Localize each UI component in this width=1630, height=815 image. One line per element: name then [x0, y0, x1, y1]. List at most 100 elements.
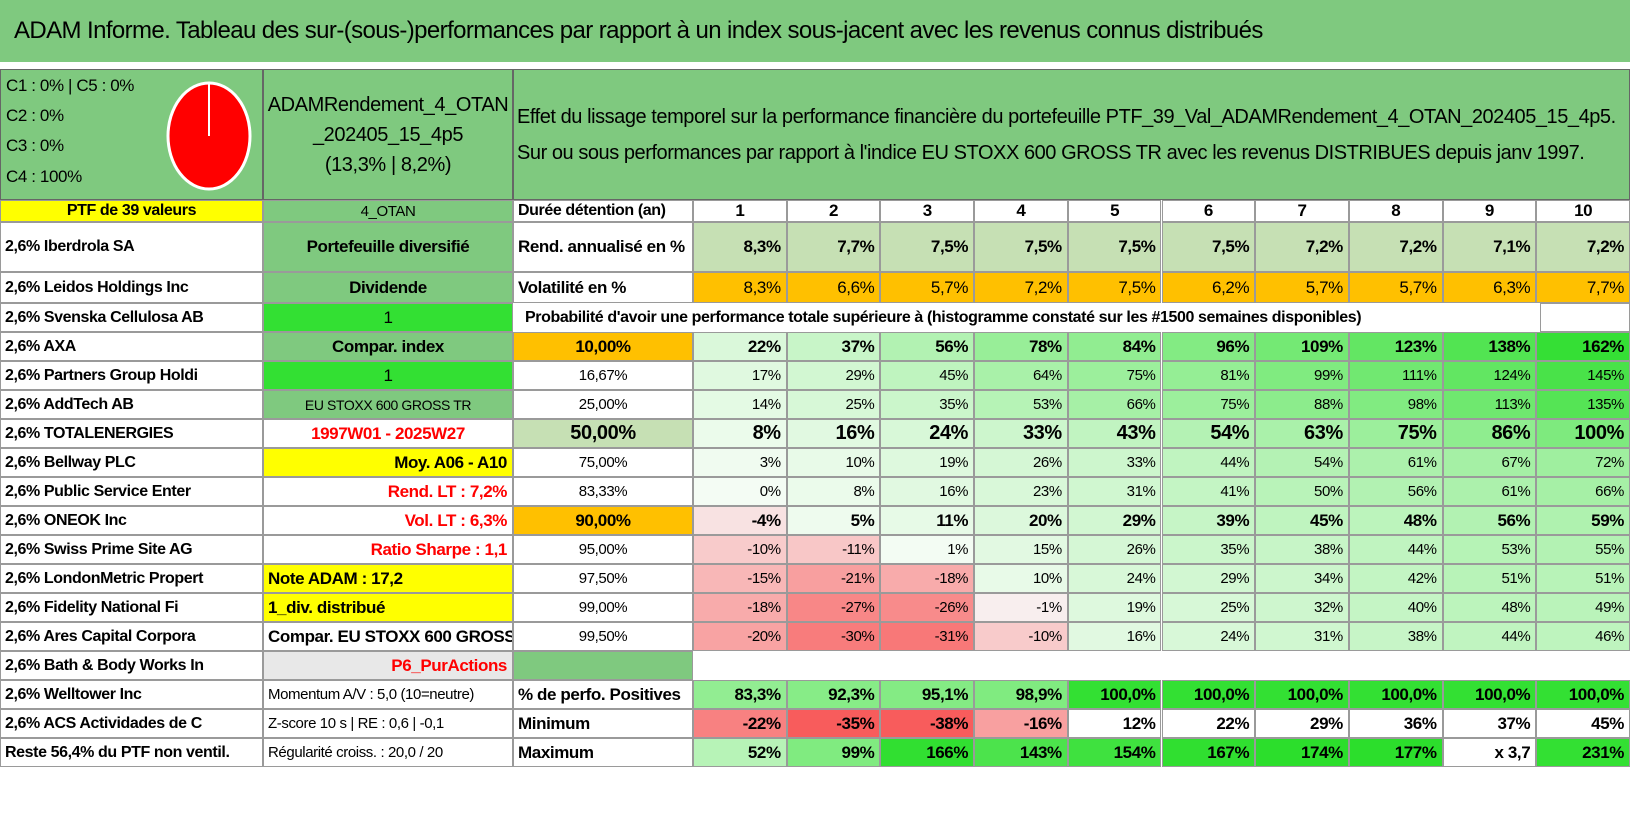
percentile-value: 54%: [1255, 448, 1349, 477]
percentile-value: 33%: [974, 419, 1068, 448]
info-cell: Dividende: [263, 272, 513, 303]
minimum-value: 45%: [1536, 709, 1630, 738]
percentile-value: -4%: [693, 506, 787, 535]
year-header: 3: [880, 200, 975, 222]
holding-item: 2,6% Swiss Prime Site AG: [0, 535, 263, 564]
positive-label: % de perfo. Positives: [513, 680, 693, 709]
percentile-value: 59%: [1536, 506, 1630, 535]
info-cell: Momentum A/V : 5,0 (10=neutre): [263, 680, 513, 709]
percentile-value: 29%: [1067, 506, 1162, 535]
info-cell: Compar. EU STOXX 600 GROSS TR: [263, 622, 513, 651]
percentile-value: 38%: [1348, 622, 1443, 651]
return-value: 7,7%: [786, 222, 881, 272]
minimum-label: Minimum: [513, 709, 693, 738]
holding-item: 2,6% Public Service Enter: [0, 477, 263, 506]
maximum-value: 143%: [974, 738, 1068, 767]
percentile-value: 53%: [974, 390, 1068, 419]
return-value: 7,2%: [1255, 222, 1349, 272]
year-header: 6: [1161, 200, 1256, 222]
percentile-value: 63%: [1255, 419, 1349, 448]
percentile-value: 66%: [1067, 390, 1162, 419]
holding-item: 2,6% Fidelity National Fi: [0, 593, 263, 622]
percentile-value: 25%: [1161, 593, 1256, 622]
percentile-value: 162%: [1536, 332, 1630, 361]
percentile-label: 99,50%: [513, 622, 693, 651]
percentile-value: 56%: [1348, 477, 1443, 506]
percentile-value: -26%: [880, 593, 975, 622]
percentile-value: 0%: [693, 477, 787, 506]
percentile-value: 33%: [1067, 448, 1162, 477]
percentile-value: 75%: [1161, 390, 1256, 419]
holding-item: Reste 56,4% du PTF non ventil.: [0, 738, 263, 767]
percentile-value: 72%: [1536, 448, 1630, 477]
volatility-value: 6,3%: [1442, 272, 1537, 303]
return-value: 7,5%: [974, 222, 1068, 272]
percentile-value: 50%: [1255, 477, 1349, 506]
probability-blank: [1540, 303, 1630, 332]
minimum-value: -38%: [880, 709, 975, 738]
percentile-value: -31%: [880, 622, 975, 651]
percentile-value: 10%: [974, 564, 1068, 593]
minimum-value: 37%: [1442, 709, 1537, 738]
percentile-value: 145%: [1536, 361, 1630, 390]
percentile-value: 8%: [693, 419, 787, 448]
legend-line-c4: C4 : 100%: [6, 167, 82, 186]
class-legend: C1 : 0% | C5 : 0% C2 : 0% C3 : 0% C4 : 1…: [0, 69, 263, 200]
percentile-value: 81%: [1161, 361, 1256, 390]
legend-line-c3: C3 : 0%: [6, 136, 64, 155]
volatility-value: 7,7%: [1536, 272, 1630, 303]
info-cell: Ratio Sharpe : 1,1: [263, 535, 513, 564]
percentile-value: 78%: [974, 332, 1068, 361]
percentile-value: 66%: [1536, 477, 1630, 506]
percentile-label: 97,50%: [513, 564, 693, 593]
percentile-value: 29%: [1161, 564, 1256, 593]
maximum-value: 174%: [1255, 738, 1349, 767]
percentile-value: 29%: [786, 361, 881, 390]
percentile-label: 83,33%: [513, 477, 693, 506]
percentile-value: 5%: [786, 506, 881, 535]
percentile-value: 124%: [1442, 361, 1537, 390]
info-cell: Note ADAM : 17,2: [263, 564, 513, 593]
allocation-pie-chart: [166, 81, 252, 191]
percentile-value: 61%: [1442, 477, 1537, 506]
percentile-value: 38%: [1255, 535, 1349, 564]
portfolio-name-line1: ADAMRendement_4_OTAN: [267, 93, 509, 116]
percentile-value: 53%: [1442, 535, 1537, 564]
percentile-value: 67%: [1442, 448, 1537, 477]
percentile-value: 44%: [1442, 622, 1537, 651]
positive-value: 92,3%: [786, 680, 881, 709]
return-value: 8,3%: [693, 222, 787, 272]
percentile-value: 51%: [1536, 564, 1630, 593]
percentile-value: 64%: [974, 361, 1068, 390]
positive-value: 95,1%: [880, 680, 975, 709]
percentile-value: 86%: [1442, 419, 1537, 448]
maximum-value: 52%: [693, 738, 787, 767]
maximum-label: Maximum: [513, 738, 693, 767]
percentile-value: 41%: [1161, 477, 1256, 506]
holding-item: 2,6% AddTech AB: [0, 390, 263, 419]
percentile-value: 16%: [1067, 622, 1162, 651]
minimum-value: -22%: [693, 709, 787, 738]
percentile-value: 11%: [880, 506, 975, 535]
percentile-value: 98%: [1348, 390, 1443, 419]
percentile-value: -18%: [693, 593, 787, 622]
maximum-value: 99%: [786, 738, 881, 767]
percentile-value: 88%: [1255, 390, 1349, 419]
year-header: 2: [786, 200, 881, 222]
probability-label: Probabilité d'avoir une performance tota…: [525, 308, 1362, 326]
legend-line-c1-c5: C1 : 0% | C5 : 0%: [6, 76, 135, 95]
info-cell: Compar. index: [263, 332, 513, 361]
info-cell: 1997W01 - 2025W27: [263, 419, 513, 448]
holding-item: 2,6% Welltower Inc: [0, 680, 263, 709]
maximum-value: 154%: [1067, 738, 1162, 767]
info-cell: EU STOXX 600 GROSS TR: [263, 390, 513, 419]
description-box: Effet du lissage temporel sur la perform…: [513, 69, 1630, 200]
percentile-label: 16,67%: [513, 361, 693, 390]
percentile-value: 84%: [1067, 332, 1162, 361]
percentile-value: 23%: [974, 477, 1068, 506]
percentile-value: 48%: [1442, 593, 1537, 622]
percentile-value: 16%: [880, 477, 975, 506]
return-label: Rend. annualisé en %: [513, 222, 693, 272]
percentile-value: 15%: [974, 535, 1068, 564]
